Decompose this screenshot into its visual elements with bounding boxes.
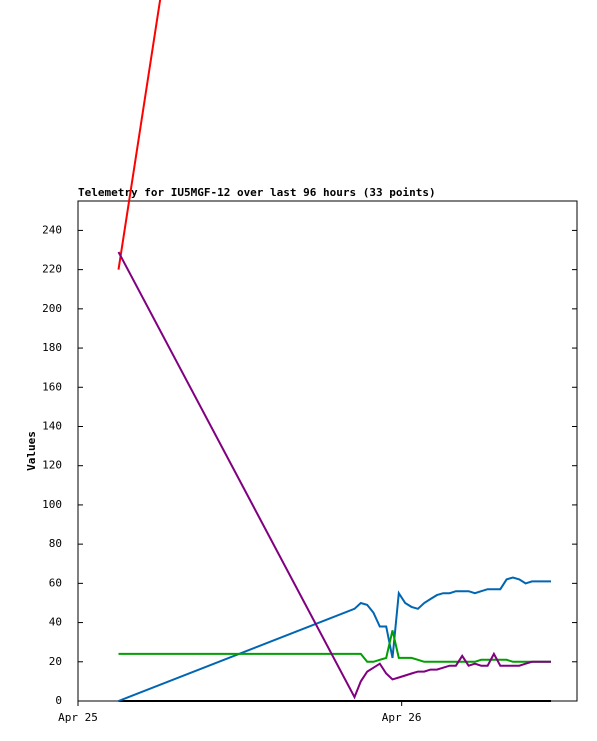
y-axis-label: Values [25, 431, 38, 471]
series-line [117, 251, 551, 700]
y-tick-label: 0 [55, 694, 62, 707]
y-tick-label: 40 [49, 616, 62, 629]
y-tick-label: 120 [42, 459, 62, 472]
y-tick-label: 180 [42, 341, 62, 354]
plot-frame [77, 200, 578, 702]
series-line [118, 576, 551, 702]
y-tick-label: 100 [42, 498, 62, 511]
x-tick-label: Apr 25 [58, 711, 98, 724]
y-tick-label: 160 [42, 380, 62, 393]
y-tick-label: 220 [42, 263, 62, 276]
y-tick-label: 80 [49, 537, 62, 550]
y-tick-label: 60 [49, 576, 62, 589]
chart-title: Telemetry for IU5MGF-12 over last 96 hou… [78, 186, 436, 199]
series-line [117, 0, 162, 270]
y-tick-label: 140 [42, 419, 62, 432]
x-tick-label: Apr 26 [382, 711, 422, 724]
y-tick-label: 200 [42, 302, 62, 315]
series-line [118, 630, 551, 663]
y-tick-label: 20 [49, 655, 62, 668]
y-tick-label: 240 [42, 223, 62, 236]
